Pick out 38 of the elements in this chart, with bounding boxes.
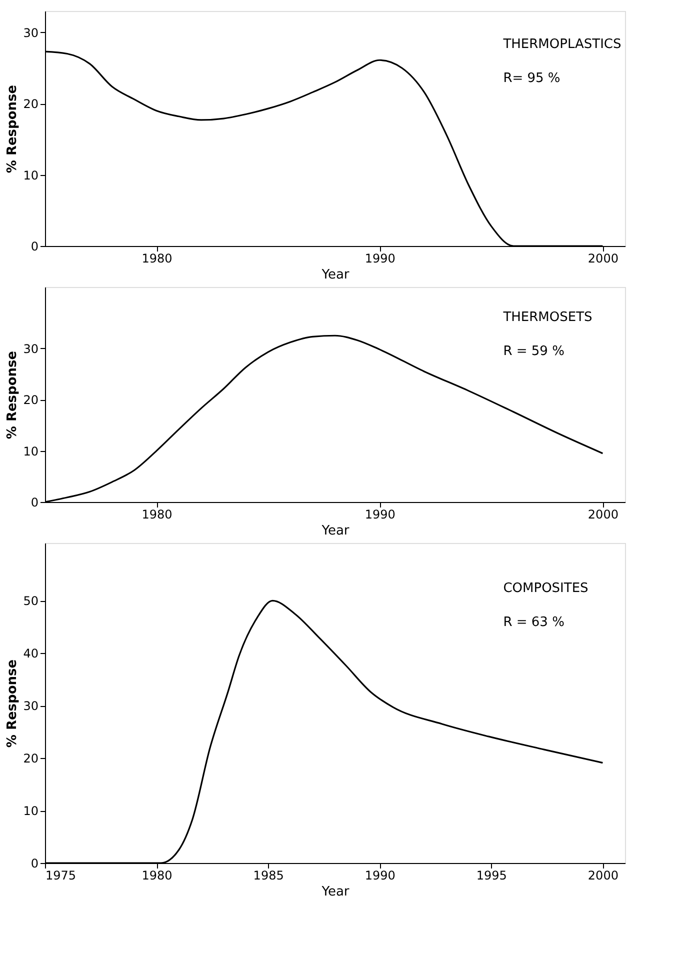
x-tick-label: 1980: [142, 508, 172, 522]
y-tick-label: 0: [30, 856, 38, 870]
y-tick-label: 10: [23, 168, 38, 182]
x-axis-title: Year: [320, 524, 350, 538]
x-tick-label: 1985: [253, 868, 284, 882]
x-tick-label: 1990: [364, 508, 396, 522]
annotation: THERMOPLASTICS: [502, 36, 622, 52]
y-tick-label: 30: [23, 26, 38, 40]
y-tick-label: 10: [23, 804, 38, 818]
x-tick-label: 1975: [46, 868, 76, 882]
y-tick-label: 20: [23, 752, 38, 766]
x-tick-label: 1980: [142, 252, 172, 266]
x-tick-label: 1995: [476, 868, 507, 882]
x-tick-label: 1990: [364, 868, 396, 882]
x-tick-label: 1980: [142, 868, 172, 882]
y-tick-label: 30: [23, 699, 38, 714]
y-tick-label: 50: [23, 594, 38, 608]
y-tick-label: 10: [23, 444, 38, 458]
y-tick-label: 40: [23, 646, 38, 661]
x-tick-label: 2000: [588, 252, 618, 266]
y-axis-title: % Response: [5, 659, 20, 748]
annotation: R = 63 %: [503, 614, 564, 630]
y-tick-label: 0: [30, 496, 38, 510]
y-axis-title: % Response: [5, 350, 20, 440]
y-tick-label: 20: [23, 393, 38, 408]
y-tick-label: 20: [23, 97, 38, 112]
annotation: R= 95 %: [503, 70, 560, 86]
annotation: THERMOSETS: [502, 310, 592, 326]
x-tick-label: 2000: [588, 868, 618, 882]
y-tick-label: 0: [30, 240, 38, 254]
annotation: R = 59 %: [503, 344, 564, 360]
x-tick-label: 1990: [364, 252, 396, 266]
x-axis-title: Year: [320, 884, 350, 900]
y-axis-title: % Response: [5, 84, 20, 174]
annotation: COMPOSITES: [503, 580, 588, 596]
x-tick-label: 2000: [588, 508, 618, 522]
x-axis-title: Year: [320, 268, 350, 282]
y-tick-label: 30: [23, 342, 38, 356]
